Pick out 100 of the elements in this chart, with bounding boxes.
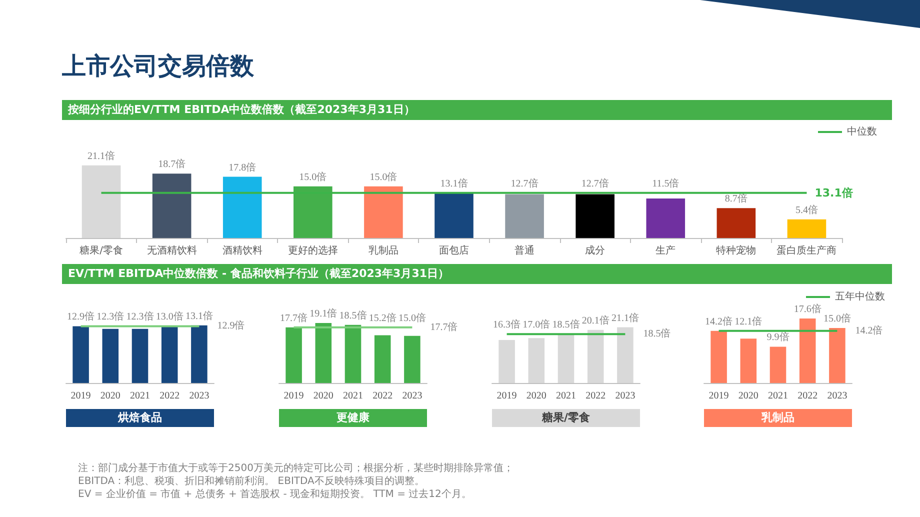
- data-label: 17.6倍: [794, 302, 822, 315]
- x-tick-label: 2019: [284, 390, 304, 402]
- data-label: 17.8倍: [228, 161, 256, 174]
- data-label: 12.3倍: [126, 310, 154, 323]
- bar: [315, 322, 332, 383]
- x-tick-label: 酒精饮料: [222, 244, 262, 256]
- text: EV/TTM EBITDA中位数倍数 - 食品和饮料子行业（截至2023年3月31日）: [62, 264, 892, 284]
- x-axis-title: 烘焙食品: [66, 409, 214, 427]
- data-label: 15.0倍: [370, 170, 398, 183]
- data-label: 15.0倍: [398, 312, 426, 324]
- data-label: 16.3倍: [493, 318, 521, 331]
- legend-label: 五年中位数: [835, 290, 885, 302]
- x-axis-title: 糖果/零食: [492, 409, 640, 427]
- chart-title: 上市公司交易倍数: [62, 51, 254, 82]
- x-tick-label: 2022: [160, 390, 180, 402]
- data-label: 21.1倍: [88, 150, 116, 162]
- x-tick-label: 2020: [313, 390, 334, 402]
- data-label: 17.7倍: [280, 312, 308, 324]
- x-tick-label: 2022: [586, 390, 606, 402]
- bar: [716, 208, 756, 238]
- bar: [558, 334, 574, 383]
- data-label: 18.5倍: [552, 318, 580, 331]
- x-tick-label: 普通: [514, 244, 535, 256]
- chart-subtitle: 按细分行业的EV/TTM EBITDA中位数倍数（截至2023年3月31日）: [62, 100, 892, 120]
- data-label: 12.9倍: [67, 310, 95, 323]
- x-tick-label: 2023: [189, 390, 210, 402]
- bar: [646, 198, 686, 238]
- x-tick-label: 蛋白质生产商: [776, 244, 837, 256]
- x-tick-label: 2022: [372, 390, 393, 402]
- data-label: 15.0倍: [823, 312, 851, 324]
- data-label: 15.2倍: [368, 312, 396, 324]
- bar: [344, 324, 362, 383]
- x-tick-label: 2019: [70, 390, 91, 402]
- data-label: 17.7倍: [430, 320, 458, 333]
- data-label: 14.2倍: [855, 324, 883, 336]
- data-label: 15.0倍: [299, 170, 327, 183]
- x-tick-label: 2019: [708, 390, 729, 402]
- x-tick-label: 糖果/零食: [80, 244, 123, 256]
- data-label: 12.9倍: [217, 320, 245, 332]
- data-label: 12.3倍: [96, 310, 124, 323]
- data-label: 20.1倍: [582, 314, 610, 326]
- bar: [286, 327, 302, 383]
- x-tick-label: 2019: [496, 390, 517, 402]
- data-label: 19.1倍: [310, 307, 338, 320]
- x-tick-label: 2020: [738, 390, 758, 402]
- data-label: 13.1倍: [814, 186, 853, 200]
- x-tick-label: 2023: [615, 390, 636, 402]
- x-tick-label: 特种宠物: [716, 244, 756, 256]
- bar: [617, 327, 634, 383]
- data-label: 12.1倍: [734, 315, 762, 328]
- x-tick-label: 2023: [827, 390, 848, 402]
- bar: [787, 219, 826, 238]
- bar: [152, 174, 192, 238]
- x-tick-label: 面包店: [439, 244, 469, 256]
- x-tick-label: 2022: [798, 390, 818, 402]
- x-tick-label: 无酒精饮料: [146, 244, 197, 256]
- x-tick-label: 生产: [656, 244, 676, 256]
- data-label: 14.2倍: [705, 315, 733, 328]
- bar: [528, 338, 545, 383]
- bar: [404, 336, 420, 383]
- x-tick-label: 2020: [526, 390, 546, 402]
- x-tick-label: 2021: [556, 390, 576, 402]
- data-label: 13.0倍: [156, 310, 184, 322]
- x-axis-title: 更健康: [279, 409, 427, 427]
- data-label: 12.7倍: [581, 177, 609, 190]
- data-label: 13.1倍: [440, 177, 468, 190]
- bar: [770, 346, 786, 383]
- bar: [374, 335, 391, 383]
- data-label: 18.5倍: [643, 328, 671, 340]
- data-label: 18.5倍: [339, 309, 367, 322]
- data-label: 11.5倍: [652, 177, 680, 190]
- bar: [222, 176, 262, 238]
- bar: [829, 328, 846, 383]
- x-tick-label: 2020: [100, 390, 120, 402]
- x-tick-label: 乳制品: [368, 244, 398, 256]
- bar: [710, 330, 727, 383]
- bar: [505, 194, 544, 238]
- x-tick-label: 更好的选择: [288, 244, 338, 256]
- data-label: 17.0倍: [522, 318, 550, 331]
- legend-label: 中位数: [847, 126, 877, 138]
- x-tick-label: 2023: [402, 390, 422, 402]
- data-label: 21.1倍: [611, 312, 639, 324]
- data-label: 18.7倍: [158, 158, 186, 170]
- bar: [82, 165, 121, 238]
- data-label: 12.7倍: [510, 177, 538, 190]
- bar: [740, 338, 757, 383]
- bar: [587, 330, 604, 383]
- text: EV = 企业价值 = 市值 + 总债务 + 首选股权 - 现金和短期投资。 TTM = 过去12个月。: [78, 488, 472, 501]
- x-tick-label: 2021: [768, 390, 788, 402]
- data-label: 9.9倍: [766, 331, 790, 344]
- data-label: 13.1倍: [185, 310, 213, 322]
- bar: [576, 194, 614, 238]
- x-tick-label: 成分: [585, 244, 606, 256]
- text: 注：部门成分基于市值大于或等于2500万美元的特定可比公司；根据分析，某些时期排除异常值；: [78, 462, 514, 475]
- bar: [799, 318, 816, 383]
- bar: [364, 186, 403, 238]
- bar: [434, 192, 474, 238]
- x-axis-title: 乳制品: [704, 409, 852, 427]
- x-tick-label: 2021: [130, 390, 150, 402]
- text: EBITDA：利息、税项、折旧和摊销前利润。 EBITDA不反映特殊项目的调整。: [78, 475, 426, 488]
